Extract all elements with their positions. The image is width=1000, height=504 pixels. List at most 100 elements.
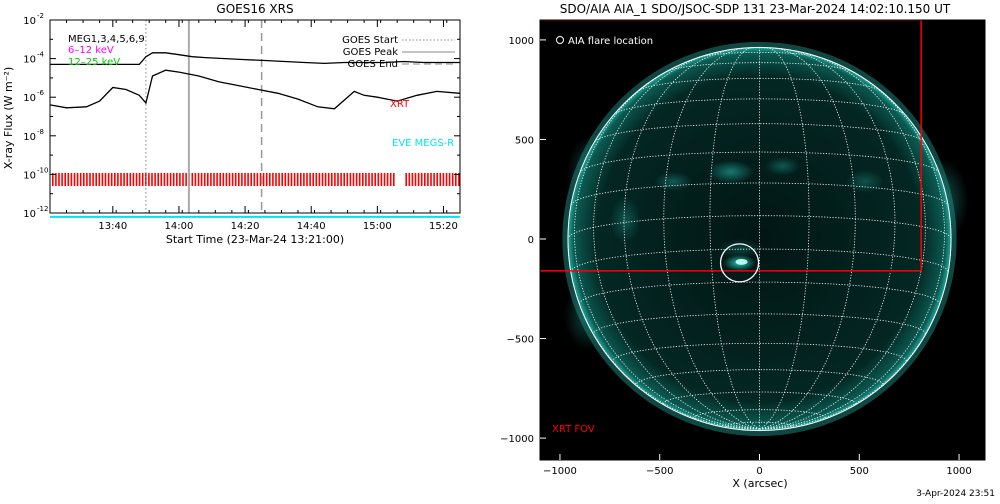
- xrt-coverage-bar: [411, 173, 414, 186]
- xrt-coverage-bar: [145, 173, 147, 186]
- xrt-coverage-bar: [241, 173, 243, 186]
- xrt-coverage-bar: [200, 173, 203, 186]
- xrt-coverage-bar: [73, 173, 76, 186]
- goes-y-label: X-ray Flux (W m⁻²): [2, 67, 15, 169]
- xrt-coverage-bar: [98, 173, 101, 186]
- xrt-coverage-bar: [448, 173, 451, 186]
- eve-annotation: EVE MEGS-R: [392, 138, 454, 149]
- xrt-coverage-bar: [157, 173, 159, 186]
- goes-y-tick-label: 10: [23, 55, 36, 66]
- goes-x-tick-label: 15:20: [429, 221, 458, 232]
- xrt-coverage-bar: [436, 173, 438, 186]
- longitude-line: [759, 51, 926, 430]
- goes-y-tick-label: 10: [23, 93, 36, 104]
- xrt-coverage-bar: [210, 173, 212, 186]
- goes-y-tick-exponent: -12: [37, 205, 48, 213]
- latitude-line: [637, 77, 882, 92]
- xrt-coverage-bar: [231, 173, 234, 186]
- xrt-coverage-bar: [234, 173, 237, 186]
- goes-x-axis: 13:40 14:00 14:20 14:40 15:00 15:20: [66, 20, 458, 232]
- goes-title: GOES16 XRS: [216, 2, 293, 16]
- xrt-coverage-bar: [433, 173, 435, 186]
- goes-y-tick-exponent: -8: [37, 128, 44, 136]
- xrt-coverage-bar: [355, 173, 358, 186]
- xrt-coverage-bar: [222, 173, 225, 186]
- xrt-coverage-bar: [324, 173, 327, 186]
- xrt-coverage-bar: [213, 173, 215, 186]
- xrt-coverage-bar: [129, 173, 132, 186]
- xrt-coverage-bar: [331, 173, 333, 186]
- xrt-coverage-bar: [281, 173, 283, 186]
- latitude-line: [693, 409, 826, 421]
- aia-y-tick-label: 500: [515, 135, 534, 146]
- goes-series: [49, 52, 461, 110]
- xrt-coverage-bar: [340, 173, 342, 186]
- solar-limb: [567, 46, 952, 432]
- xrt-coverage-bar: [451, 173, 454, 186]
- xrt-fov-box: [540, 20, 922, 272]
- longitude-line: [593, 51, 760, 430]
- xrt-coverage-bar: [389, 173, 392, 186]
- heliographic-grid: [567, 46, 952, 432]
- xrt-coverage-bar: [172, 173, 175, 186]
- xrt-coverage-bar: [107, 173, 110, 186]
- longitude-line: [574, 66, 760, 430]
- xrt-coverage-bar: [166, 173, 169, 186]
- xrt-coverage-bar: [377, 173, 380, 186]
- xrt-coverage-bar: [67, 173, 70, 186]
- aia-x-tick-label: 0: [756, 466, 762, 477]
- xrt-coverage-bar: [455, 173, 457, 186]
- xrt-coverage-bar: [138, 173, 141, 186]
- xrt-coverage-bar: [318, 173, 321, 186]
- xrt-coverage-bar: [55, 173, 57, 186]
- xrt-coverage-bar: [458, 173, 460, 186]
- flare-location-circle: [719, 243, 760, 283]
- xrt-coverage-bar: [179, 173, 181, 186]
- flare-kernel-core: [735, 258, 748, 265]
- aia-x-tick-label: 1000: [946, 466, 971, 477]
- longitude-line: [759, 66, 945, 430]
- xrt-coverage-bar: [393, 173, 395, 186]
- goes-x-tick-label: 15:00: [363, 221, 392, 232]
- xrt-coverage-bar: [160, 173, 163, 186]
- solar-disk: [562, 41, 969, 437]
- xrt-coverage-bar: [76, 173, 79, 186]
- xrt-coverage-bar: [52, 173, 54, 186]
- xrt-coverage-bar: [290, 173, 293, 186]
- aia-y-axis: −1000 −500 0 500 1000: [500, 36, 546, 445]
- goes-y-tick-label: 10: [23, 209, 36, 220]
- xrt-coverage-bar: [358, 173, 361, 186]
- active-region: [717, 239, 764, 259]
- xrt-coverage-bar: [247, 173, 249, 186]
- aia-x-tick-label: 500: [850, 466, 869, 477]
- xrt-annotation: XRT: [390, 99, 410, 110]
- legend-flare-symbol: [556, 36, 564, 44]
- aia-x-label: X (arcsec): [732, 477, 787, 490]
- xrt-coverage-bar: [362, 173, 364, 186]
- aia-y-tick-label: −500: [507, 335, 534, 346]
- xrt-coverage-bar: [219, 173, 221, 186]
- xrt-coverage-bar: [238, 173, 240, 186]
- xrt-coverage-bar: [114, 173, 116, 186]
- xrt-fov-rect: [540, 20, 922, 272]
- goes-y-tick-exponent: -6: [37, 89, 45, 97]
- xrt-coverage-bar: [337, 173, 339, 186]
- xrt-coverage-bar: [386, 173, 389, 186]
- flare-location-marker: [719, 243, 760, 283]
- xrt-coverage-bar: [70, 173, 73, 186]
- aia-x-tick-label: −1000: [543, 466, 577, 477]
- aia-y-tick-label: 1000: [509, 36, 534, 47]
- xrt-coverage-bar: [405, 173, 407, 186]
- legend-goes-peak: GOES Peak: [343, 47, 398, 58]
- xrt-coverage-bar: [445, 173, 448, 186]
- xrt-coverage-bar: [225, 173, 228, 186]
- footer-timestamp: 3-Apr-2024 23:51: [916, 489, 995, 499]
- xrt-coverage-bar: [442, 173, 445, 186]
- xrt-coverage-bar: [169, 173, 172, 186]
- legend-goes-end: GOES End: [348, 59, 398, 70]
- active-region: [654, 171, 693, 192]
- goes-series-line-2: [49, 69, 461, 110]
- xrt-coverage-bar: [383, 173, 386, 186]
